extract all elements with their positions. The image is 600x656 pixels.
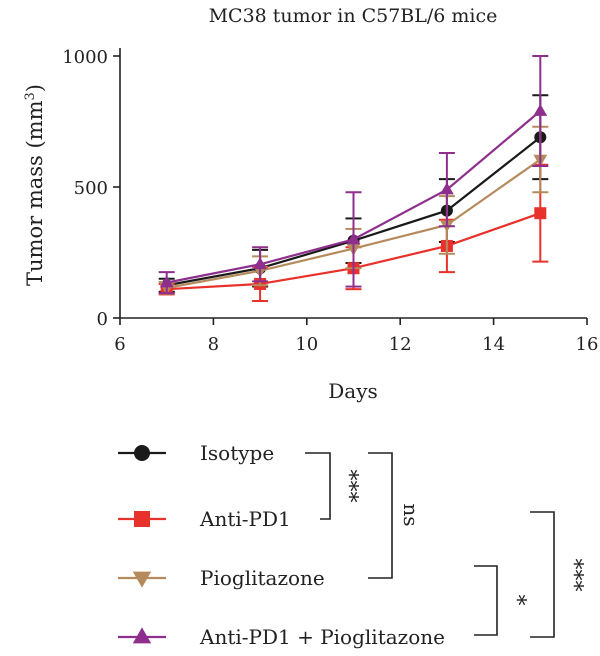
axis-ticks: 6 8 10 12 14 16 0 500 1000 xyxy=(62,47,598,355)
data-point xyxy=(253,257,267,270)
legend-label: Anti-PD1 + Pioglitazone xyxy=(199,625,445,649)
legend-marker xyxy=(132,571,152,588)
significance-brackets: ***ns**** xyxy=(305,452,586,638)
significance-label: *** xyxy=(561,559,586,592)
bracket-pioglitazone-combo: * xyxy=(474,565,529,636)
y-axis-label-close: ) xyxy=(23,84,47,92)
data-point xyxy=(346,232,361,245)
data-point xyxy=(159,275,174,288)
significance-label: ns xyxy=(399,503,423,526)
y-axis-label-main: Tumor mass (mm xyxy=(23,100,47,286)
x-tick-label: 12 xyxy=(389,334,412,355)
legend: Isotype Anti-PD1 Pioglitazone Anti-PD1 + Pi… xyxy=(118,441,445,649)
significance-label: * xyxy=(504,595,529,606)
data-point xyxy=(533,103,548,116)
x-tick-label: 6 xyxy=(114,334,125,355)
legend-marker xyxy=(134,511,150,527)
x-tick-label: 14 xyxy=(482,334,505,355)
bracket-isotype-pioglitazone: ns xyxy=(368,452,423,579)
y-axis-label-sup: 3 xyxy=(23,92,38,100)
legend-label: Anti-PD1 xyxy=(199,507,291,531)
bracket-line xyxy=(530,511,555,638)
data-point xyxy=(534,207,547,220)
x-tick-label: 10 xyxy=(295,334,318,355)
y-axis-label: Tumor mass (mm3) xyxy=(23,84,47,286)
data-series xyxy=(158,55,549,302)
bracket-antipd1-combo: *** xyxy=(530,511,586,638)
significance-label: *** xyxy=(336,470,361,503)
legend-marker xyxy=(132,627,152,644)
bracket-isotype-antipd1: *** xyxy=(305,452,361,520)
data-point xyxy=(440,182,454,195)
x-tick-label: 8 xyxy=(208,334,219,355)
x-tick-label: 16 xyxy=(576,334,599,355)
y-tick-label: 500 xyxy=(74,178,108,199)
x-axis-label: Days xyxy=(328,379,378,403)
legend-label: Isotype xyxy=(200,441,274,465)
y-tick-label: 1000 xyxy=(62,47,108,68)
legend-label: Pioglitazone xyxy=(200,566,325,590)
chart-title: MC38 tumor in C57BL/6 mice xyxy=(209,5,498,27)
series-3 xyxy=(158,55,549,295)
bracket-line xyxy=(474,565,498,636)
bracket-line xyxy=(368,452,393,579)
legend-marker xyxy=(134,445,150,461)
y-tick-label: 0 xyxy=(97,309,108,330)
bracket-line xyxy=(305,452,331,520)
